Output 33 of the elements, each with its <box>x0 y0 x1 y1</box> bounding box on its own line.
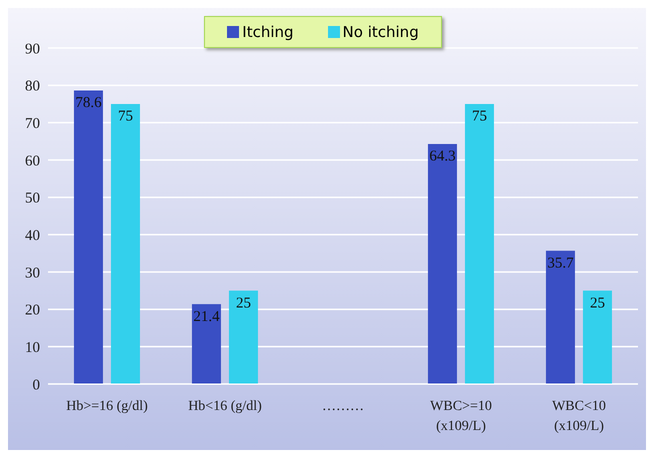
y-tick-label: 90 <box>25 41 40 58</box>
legend-label: No itching <box>342 23 419 41</box>
bar <box>546 250 575 384</box>
x-tick-label: WBC>=10 (x109/L) <box>430 399 492 434</box>
data-label: 25 <box>590 295 605 312</box>
legend-label: Itching <box>242 23 294 41</box>
data-label: 75 <box>472 108 487 125</box>
x-tick-label: Hb<16 (g/dl) <box>188 399 262 414</box>
bar <box>192 304 221 384</box>
bar <box>464 104 494 384</box>
y-tick-label: 10 <box>25 340 40 356</box>
bar <box>228 290 258 384</box>
x-tick-label: ……… <box>322 399 364 414</box>
y-tick-label: 80 <box>25 78 40 95</box>
bar <box>582 290 612 384</box>
data-label: 75 <box>118 108 133 125</box>
data-label: 35.7 <box>547 255 574 272</box>
data-label: 21.4 <box>193 308 220 325</box>
bar <box>428 144 457 384</box>
y-tick-label: 60 <box>25 153 40 170</box>
y-tick-label: 70 <box>25 116 40 132</box>
y-tick-label: 20 <box>25 302 40 319</box>
bar <box>110 104 140 384</box>
x-tick-label: WBC<10 (x109/L) <box>552 399 606 434</box>
x-tick-label: Hb>=16 (g/dl) <box>66 399 148 414</box>
y-tick-label: 50 <box>25 190 40 207</box>
data-label: 64.3 <box>429 148 456 165</box>
data-label: 25 <box>236 295 251 312</box>
data-label: 78.6 <box>75 95 102 112</box>
y-tick-label: 30 <box>25 265 40 282</box>
y-tick-label: 40 <box>25 228 40 244</box>
bar <box>74 90 103 384</box>
y-tick-label: 0 <box>32 377 40 394</box>
